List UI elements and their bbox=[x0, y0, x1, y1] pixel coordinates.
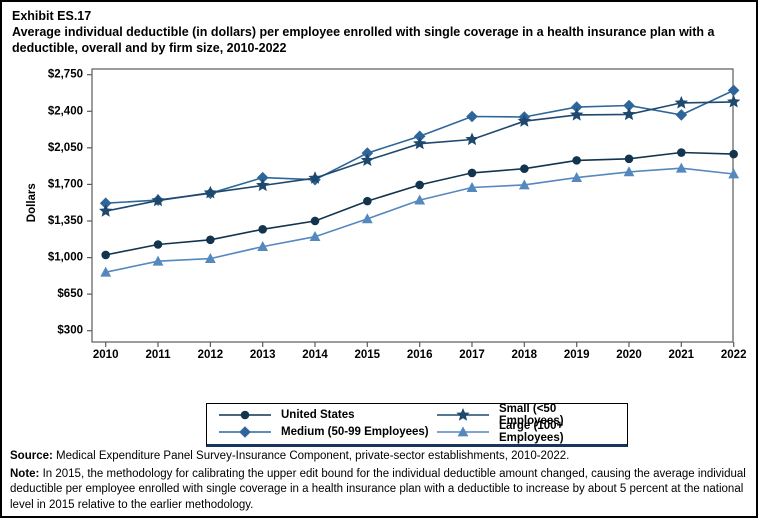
marker-medium-50-99-employees-2022 bbox=[727, 84, 740, 97]
marker-united-states-2013 bbox=[258, 225, 267, 234]
y-axis-tick-label: $2,400 bbox=[48, 105, 83, 117]
note-text: In 2015, the methodology for calibrating… bbox=[10, 467, 746, 511]
x-axis-tick-label: 2013 bbox=[250, 349, 276, 360]
marker-united-states-2012 bbox=[206, 235, 215, 245]
marker-small-50-employees-2013 bbox=[256, 178, 270, 192]
marker-united-states-2021 bbox=[677, 148, 686, 157]
chart-legend: United States Small (<50 Employees) Medium… bbox=[206, 403, 628, 447]
legend-triangle-glyph bbox=[457, 426, 469, 437]
x-axis-tick-label: 2010 bbox=[93, 349, 119, 360]
x-axis-tick-label: 2019 bbox=[564, 349, 590, 360]
marker-large-100-employees-2022 bbox=[728, 168, 740, 179]
legend-marker-triangle-icon bbox=[437, 426, 489, 437]
legend-marker-diamond-icon bbox=[219, 426, 271, 438]
x-axis-tick-label: 2015 bbox=[355, 349, 381, 360]
x-axis-tick-label: 2012 bbox=[198, 349, 224, 360]
marker-united-states-2011 bbox=[153, 240, 163, 249]
marker-large-100-employees-2021 bbox=[675, 162, 687, 173]
marker-large-100-employees-2013 bbox=[257, 240, 269, 251]
source-text: Medical Expenditure Panel Survey-Insuran… bbox=[52, 450, 570, 462]
marker-large-100-employees-2019 bbox=[571, 172, 583, 183]
y-axis-tick-label: $1,000 bbox=[48, 252, 83, 264]
note-label: Note: bbox=[10, 467, 40, 480]
plot-frame bbox=[91, 68, 734, 343]
y-axis-tick-label: $2,050 bbox=[48, 142, 83, 154]
marker-small-50-employees-2016 bbox=[413, 136, 427, 150]
y-axis-title: Dollars bbox=[26, 183, 38, 222]
marker-large-100-employees-2014 bbox=[309, 231, 321, 242]
legend-label: Medium (50-99 Employees) bbox=[281, 426, 429, 438]
chart-footnotes: Source: Medical Expenditure Panel Survey… bbox=[10, 449, 752, 515]
marker-small-50-employees-2019 bbox=[570, 107, 584, 121]
legend-marker-star-icon bbox=[437, 408, 489, 421]
marker-small-50-employees-2014 bbox=[308, 171, 322, 184]
marker-united-states-2019 bbox=[572, 156, 581, 165]
marker-united-states-2015 bbox=[363, 196, 372, 206]
chart-area: $2,750 $2,400 $2,050 $1,700 $1,350 $1,000 $650… bbox=[2, 60, 756, 361]
source-label: Source: bbox=[10, 450, 53, 462]
y-axis-tick-label: $2,750 bbox=[48, 69, 83, 81]
legend-marker-circle-icon bbox=[219, 410, 271, 420]
legend-circle-glyph bbox=[240, 410, 250, 420]
marker-small-50-employees-2020 bbox=[622, 107, 636, 121]
y-axis-tick-label: $1,700 bbox=[48, 178, 83, 190]
marker-united-states-2020 bbox=[624, 154, 634, 164]
note-line: Note: In 2015, the methodology for calib… bbox=[10, 467, 752, 514]
marker-small-50-employees-2015 bbox=[360, 153, 374, 166]
marker-medium-50-99-employees-2017 bbox=[466, 110, 478, 123]
marker-medium-50-99-employees-2020 bbox=[623, 99, 635, 112]
marker-small-50-employees-2022 bbox=[727, 94, 741, 108]
marker-medium-50-99-employees-2021 bbox=[675, 109, 688, 121]
legend-label: Small (<50 Employees) bbox=[499, 403, 564, 427]
x-axis-tick-label: 2016 bbox=[407, 349, 433, 360]
legend-label: United States bbox=[281, 409, 355, 421]
x-axis-tick-label: 2022 bbox=[721, 349, 747, 360]
x-axis-tick-label: 2018 bbox=[512, 349, 538, 360]
legend-diamond-glyph bbox=[239, 426, 251, 438]
deductible-chart: $2,750 $2,400 $2,050 $1,700 $1,350 $1,000 $650… bbox=[26, 68, 747, 361]
chart-title: Average individual deductible (in dollar… bbox=[12, 25, 715, 55]
legend-item-small-50-employees: Small (<50 Employees) bbox=[435, 403, 617, 427]
marker-small-50-employees-2017 bbox=[465, 132, 479, 146]
marker-small-50-employees-2012 bbox=[203, 185, 217, 199]
marker-united-states-2014 bbox=[310, 216, 320, 226]
x-axis-tick-label: 2021 bbox=[669, 349, 695, 360]
x-axis-tick-label: 2011 bbox=[146, 349, 172, 360]
marker-large-100-employees-2017 bbox=[466, 181, 478, 192]
marker-united-states-2022 bbox=[729, 149, 738, 159]
chart-header: Exhibit ES.17 Average individual deducti… bbox=[12, 8, 750, 56]
exhibit-number: Exhibit ES.17 bbox=[12, 9, 92, 23]
y-axis-tick-label: $1,350 bbox=[48, 215, 83, 227]
marker-small-50-employees-2010 bbox=[99, 204, 113, 217]
x-axis-tick-label: 2017 bbox=[459, 349, 485, 360]
marker-small-50-employees-2018 bbox=[517, 114, 531, 127]
legend-item-medium-50-99-employees: Medium (50-99 Employees) bbox=[217, 424, 435, 440]
legend-item-united-states: United States bbox=[217, 407, 435, 423]
marker-small-50-employees-2011 bbox=[151, 193, 165, 207]
marker-small-50-employees-2021 bbox=[674, 95, 688, 109]
marker-united-states-2016 bbox=[415, 180, 424, 190]
marker-united-states-2018 bbox=[520, 164, 529, 174]
marker-large-100-employees-2012 bbox=[204, 252, 216, 263]
marker-medium-50-99-employees-2010 bbox=[99, 197, 112, 210]
y-axis-tick-label: $650 bbox=[57, 288, 83, 300]
x-axis-tick-label: 2020 bbox=[616, 349, 642, 360]
marker-large-100-employees-2020 bbox=[623, 166, 635, 177]
y-axis-tick-label: $300 bbox=[57, 325, 83, 337]
marker-large-100-employees-2010 bbox=[100, 266, 112, 277]
marker-large-100-employees-2018 bbox=[518, 179, 530, 190]
legend-star-glyph bbox=[456, 408, 470, 421]
x-axis-tick-label: 2014 bbox=[302, 349, 328, 360]
marker-large-100-employees-2015 bbox=[361, 213, 373, 224]
marker-large-100-employees-2011 bbox=[152, 255, 164, 266]
marker-medium-50-99-employees-2019 bbox=[570, 101, 583, 113]
marker-united-states-2010 bbox=[101, 250, 110, 260]
source-line: Source: Medical Expenditure Panel Survey… bbox=[10, 449, 752, 465]
marker-united-states-2017 bbox=[467, 168, 477, 178]
legend-item-large-100-employees: Large (100+ Employees) bbox=[435, 420, 617, 444]
legend-label: Large (100+ Employees) bbox=[499, 420, 564, 444]
marker-large-100-employees-2016 bbox=[414, 194, 426, 205]
